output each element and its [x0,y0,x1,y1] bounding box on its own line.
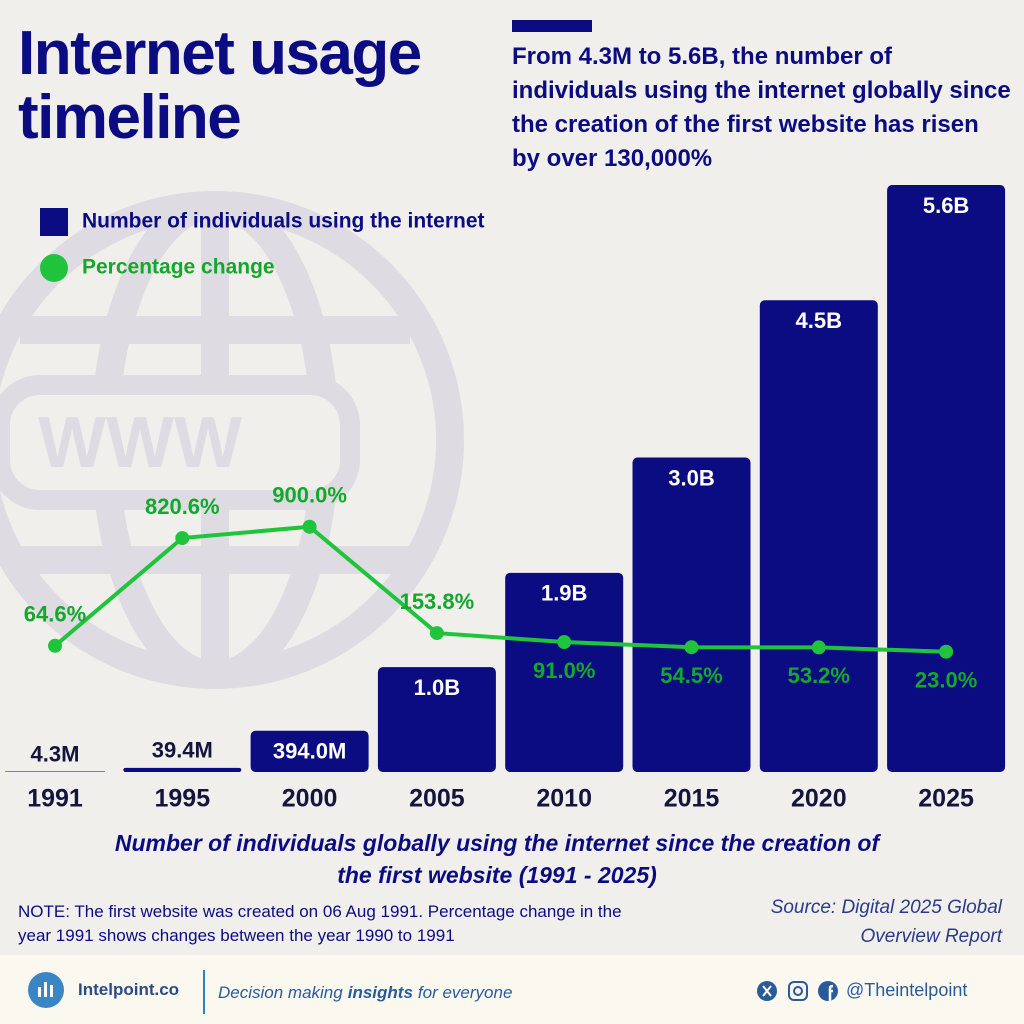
handle: @Theintelpoint [846,980,968,1000]
point-value-label: 54.5% [660,663,722,688]
bar [505,572,624,772]
point-value-label: 153.8% [400,589,475,614]
line-point [48,638,62,653]
tagline-part: for everyone [417,983,513,1002]
bar [377,667,496,772]
bar [632,457,751,772]
line [53,524,947,654]
x-tick-label: 2020 [791,785,847,813]
divider [203,970,205,1014]
line-point [557,635,572,650]
source: Source: Digital 2025 Global Overview Rep… [770,897,1002,947]
bar-value-label: 1.9B [541,581,587,606]
bar [250,730,369,772]
x-tick-label: 2005 [409,785,465,813]
point-value-label: 23.0% [915,668,977,693]
point-value-label: 900.0% [272,483,347,508]
note: NOTE: The first website was created on 0… [18,902,622,945]
line-point [811,640,826,655]
x-tick-label: 1991 [27,785,83,813]
bar-value-label: 1.0B [414,675,460,700]
legend-marker [40,208,68,236]
bar [759,300,878,772]
point-value-label: 91.0% [533,658,595,683]
globe-band [0,375,360,510]
line-point [939,644,954,659]
point-value-label: 53.2% [788,663,850,688]
accent-bar [512,20,592,32]
subtitle: From 4.3M to 5.6B, the number of individ… [512,43,1011,172]
brand: Intelpoint.co [78,980,180,999]
footer [0,955,1024,1024]
point-value-label: 64.6% [24,602,86,627]
line-point [684,640,699,655]
bar-value-label: 4.5B [796,308,842,333]
social-icons [757,981,838,1001]
watermark-text: WWW [38,403,242,483]
legend-marker [40,254,68,282]
point-value-label: 820.6% [145,494,220,519]
bar-value-label: 5.6B [923,193,969,218]
x-tick-label: 2015 [664,785,720,813]
bar-value-label: 394.0M [273,739,346,764]
legend-label: Number of individuals using the internet [82,210,485,233]
tagline-part: Decision making [218,983,343,1002]
bar-value-label: 4.3M [31,741,80,766]
tagline: Decision making insights for everyone [218,983,517,1003]
bar-value-label: 3.0B [668,465,714,490]
line-point [429,626,444,641]
bar-value-label: 39.4M [152,738,213,763]
bar [887,185,1006,772]
caption: Number of individuals globally using the… [114,830,880,888]
x-tick-label: 1995 [154,785,210,813]
x-tick-label: 2010 [536,785,592,813]
x-tick-label: 2025 [918,785,974,813]
legend-label: Percentage change [82,256,275,279]
line-point [175,531,190,546]
logo [28,972,64,1008]
bar [123,767,242,772]
title: Internet usage timeline [18,19,422,152]
tagline-part: insights [347,983,413,1002]
x-tick-label: 2000 [282,785,338,813]
line-point [302,519,317,534]
